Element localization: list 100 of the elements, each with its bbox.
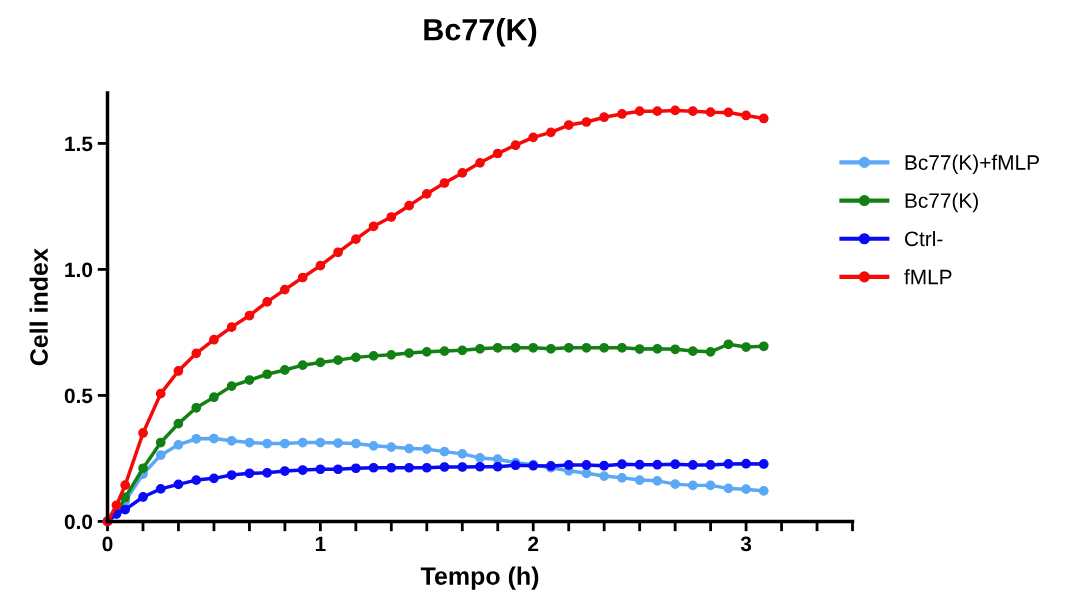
point: [705, 480, 716, 491]
point: [421, 444, 432, 454]
point: [386, 462, 397, 473]
point: [599, 112, 609, 123]
point: [244, 468, 255, 479]
point: [368, 350, 379, 361]
point: [368, 462, 379, 473]
point: [386, 212, 397, 222]
point: [297, 272, 308, 283]
point: [262, 467, 273, 478]
point: [120, 480, 131, 490]
point: [138, 463, 148, 474]
point: [351, 438, 361, 449]
point: [457, 345, 468, 356]
point: [439, 446, 450, 457]
legend-label: Bc77(K)+fMLP: [905, 154, 1039, 174]
point: [386, 349, 397, 360]
point: [581, 468, 592, 479]
point: [510, 140, 521, 151]
chart-title: Bc77(K): [424, 18, 537, 47]
point: [563, 120, 574, 130]
point: [244, 375, 255, 385]
point: [155, 450, 166, 461]
point: [634, 475, 645, 485]
point: [705, 346, 716, 357]
point: [297, 465, 308, 475]
point: [723, 107, 734, 118]
point: [599, 460, 609, 471]
point: [404, 462, 414, 473]
point: [226, 381, 237, 391]
point: [120, 504, 131, 515]
point: [741, 110, 751, 121]
point: [475, 453, 485, 463]
point: [688, 106, 698, 117]
point: [475, 461, 485, 472]
point: [475, 157, 485, 168]
point: [741, 458, 751, 469]
point: [351, 234, 361, 245]
point: [652, 459, 663, 470]
y-axis-title: Cell index: [29, 248, 48, 366]
point: [315, 437, 326, 448]
point: [279, 365, 290, 375]
y-tick-label: 0.5: [64, 388, 93, 404]
point: [670, 459, 681, 470]
point: [173, 366, 184, 376]
point: [404, 443, 414, 454]
point: [670, 105, 681, 116]
point: [546, 127, 556, 138]
legend-label: Ctrl-: [905, 230, 943, 247]
point: [279, 466, 290, 476]
point: [705, 460, 716, 470]
point: [226, 435, 237, 446]
point: [173, 439, 184, 450]
legend-label: Bc77(K): [905, 192, 978, 213]
point: [563, 342, 574, 353]
point: [155, 437, 166, 448]
point: [670, 479, 681, 489]
point: [279, 284, 290, 295]
point: [333, 464, 343, 475]
point: [723, 459, 734, 469]
point: [315, 464, 326, 475]
point: [315, 357, 326, 368]
point: [457, 168, 468, 178]
point: [351, 352, 361, 363]
point: [439, 346, 450, 356]
point: [226, 322, 237, 332]
point: [634, 344, 645, 354]
point: [652, 106, 663, 117]
x-tick-label: 0: [102, 536, 113, 552]
point: [173, 479, 184, 490]
point: [226, 470, 237, 480]
point: [652, 475, 663, 486]
point: [404, 200, 414, 211]
point: [599, 342, 609, 353]
point: [191, 402, 202, 413]
point: [173, 418, 184, 429]
point: [617, 342, 627, 353]
point: [155, 388, 166, 399]
point: [191, 433, 202, 444]
point: [368, 221, 379, 232]
point: [475, 343, 485, 354]
point: [209, 392, 219, 403]
point: [705, 107, 716, 118]
point: [758, 486, 769, 496]
point: [581, 460, 592, 470]
point: [581, 117, 592, 127]
point: [563, 460, 574, 470]
point: [758, 113, 769, 124]
point: [528, 342, 539, 353]
point: [262, 369, 273, 380]
point: [758, 459, 769, 469]
point: [209, 334, 219, 345]
point: [652, 343, 663, 354]
y-tick-label: 1.0: [65, 262, 93, 278]
point: [297, 360, 308, 371]
point: [492, 148, 503, 159]
point: [617, 472, 627, 483]
x-tick-label: 1: [315, 536, 326, 552]
point: [351, 463, 361, 474]
point: [599, 471, 609, 481]
